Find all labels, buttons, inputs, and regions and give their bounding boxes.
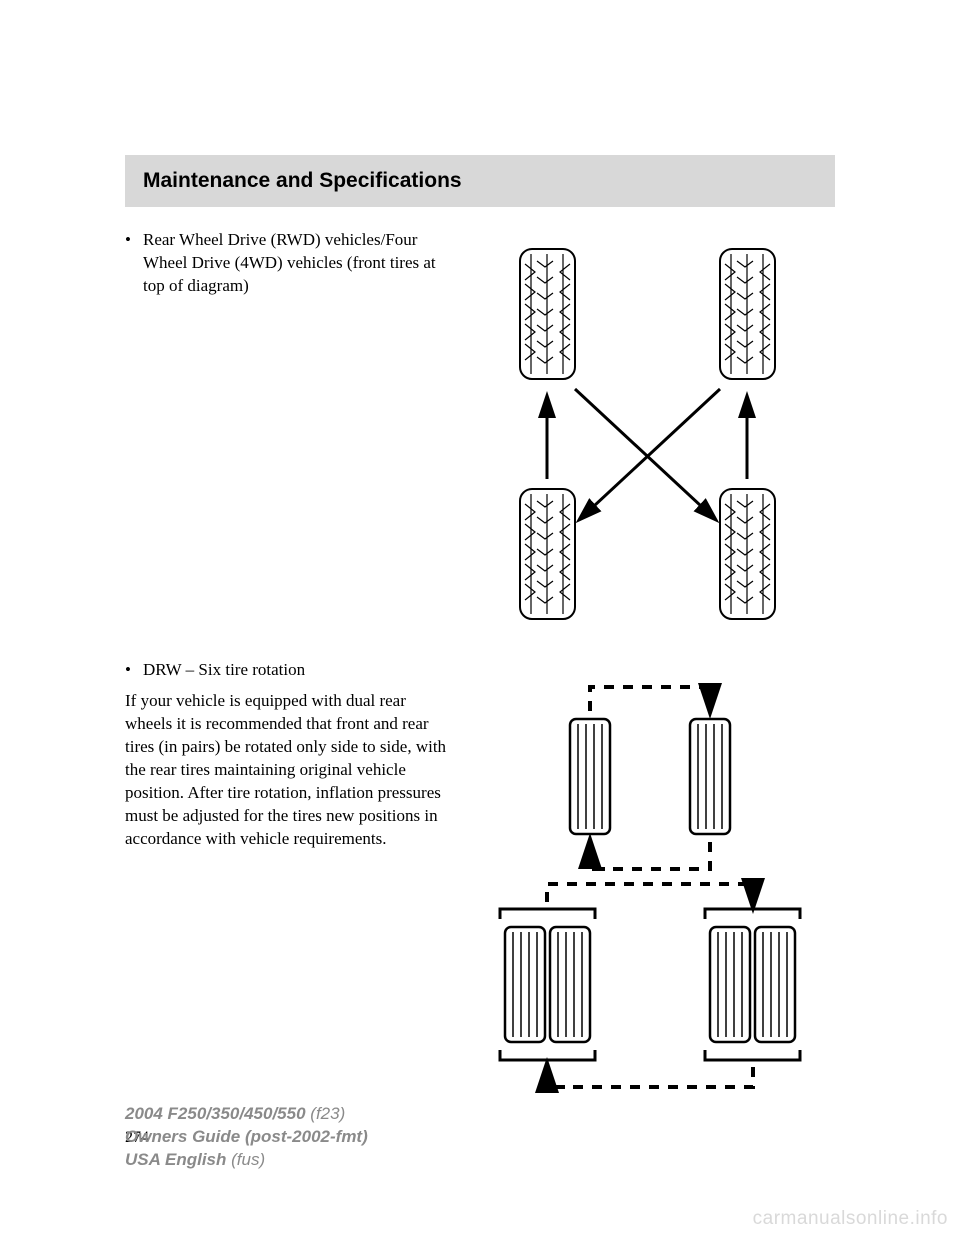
footer-guide: Owners Guide (post-2002-fmt)	[125, 1126, 368, 1149]
tire-rear-right-outer	[755, 927, 795, 1042]
dash-rear-top	[547, 884, 753, 902]
drw-rotation-diagram	[475, 659, 825, 1099]
body-paragraph: If your vehicle is equipped with dual re…	[125, 690, 450, 851]
bullet-text: Rear Wheel Drive (RWD) vehicles/Four Whe…	[143, 229, 450, 298]
diagram-column	[465, 229, 835, 639]
bullet-item: • DRW – Six tire rotation	[125, 659, 450, 682]
dash-front-top-left	[590, 687, 710, 711]
bracket-rear-left	[500, 909, 595, 919]
bracket-rear-right	[705, 909, 800, 919]
page-content: Maintenance and Specifications • Rear Wh…	[125, 155, 835, 1147]
arrow-front-right-to-rear-left	[580, 389, 720, 519]
dash-rear-bottom	[565, 1067, 753, 1087]
tire-rear-left-inner	[550, 927, 590, 1042]
tire-rear-left-outer	[505, 927, 545, 1042]
tire-front-right	[720, 249, 775, 379]
text-column: • DRW – Six tire rotation If your vehicl…	[125, 659, 465, 1099]
bullet-mark: •	[125, 229, 143, 298]
diagram-column	[465, 659, 835, 1099]
tire-front-left	[570, 719, 610, 834]
footer: 2004 F250/350/450/550 (f23) Owners Guide…	[125, 1103, 368, 1172]
section-drw: • DRW – Six tire rotation If your vehicl…	[125, 659, 835, 1099]
text-column: • Rear Wheel Drive (RWD) vehicles/Four W…	[125, 229, 465, 639]
bullet-text: DRW – Six tire rotation	[143, 659, 450, 682]
bracket-rear-right-bottom	[705, 1050, 800, 1060]
footer-lang: USA English	[125, 1150, 226, 1169]
arrow-front-left-to-rear-right	[575, 389, 715, 519]
footer-model-code: (f23)	[310, 1104, 345, 1123]
footer-model: 2004 F250/350/450/550	[125, 1104, 306, 1123]
watermark: carmanualsonline.info	[753, 1208, 948, 1230]
tire-front-left	[520, 249, 575, 379]
tire-rear-left	[520, 489, 575, 619]
bracket-rear-left-bottom	[500, 1050, 595, 1060]
bullet-mark: •	[125, 659, 143, 682]
tire-rear-right	[720, 489, 775, 619]
tire-front-right	[690, 719, 730, 834]
footer-line-3: USA English (fus)	[125, 1149, 368, 1172]
footer-lang-code: (fus)	[231, 1150, 265, 1169]
section-header-title: Maintenance and Specifications	[143, 169, 817, 193]
rwd-rotation-diagram	[485, 229, 815, 639]
footer-line-1: 2004 F250/350/450/550 (f23)	[125, 1103, 368, 1126]
bullet-item: • Rear Wheel Drive (RWD) vehicles/Four W…	[125, 229, 450, 298]
section-header-bar: Maintenance and Specifications	[125, 155, 835, 207]
tire-rear-right-inner	[710, 927, 750, 1042]
section-rwd-4wd: • Rear Wheel Drive (RWD) vehicles/Four W…	[125, 229, 835, 639]
dash-front-bottom	[605, 842, 710, 869]
